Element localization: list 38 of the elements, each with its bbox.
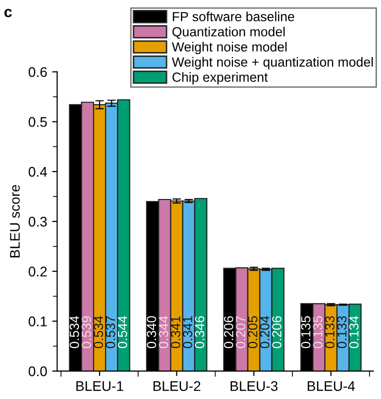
legend-label: Weight noise model [172,42,287,54]
data-label: 0.205 [248,316,258,348]
data-label: 0.340 [146,316,156,348]
legend-label: Weight noise + quantization model [172,57,373,70]
x-tick-label: BLEU-3 [230,381,278,391]
y-tick-label: 0.4 [28,166,48,177]
data-label: 0.135 [313,316,322,348]
data-label: 0.539 [82,316,92,348]
data-label: 0.206 [272,316,282,348]
data-label: 0.341 [170,316,180,348]
data-label: 0.346 [194,316,204,348]
y-axis-title: BLEU score [10,185,20,258]
legend-label: FP software baseline [172,12,294,22]
y-tick-label: 0.6 [28,67,47,77]
data-label: 0.135 [301,316,310,348]
text: c [4,8,12,18]
data-label: 0.133 [337,316,347,348]
data-label: 0.133 [325,316,334,348]
data-label: 0.134 [349,316,359,348]
data-label: 0.341 [182,316,192,348]
y-tick-label: 0.0 [28,366,47,376]
data-label: 0.534 [94,316,104,348]
x-tick-label: BLEU-4 [308,381,355,391]
y-tick-label: 0.1 [28,316,47,326]
legend-label: Chip experiment [172,72,268,84]
data-label: 0.206 [224,316,234,348]
x-tick-label: BLEU-2 [154,381,200,391]
data-label: 0.544 [118,316,128,348]
legend-label: Quantization model [172,26,285,39]
data-label: 0.537 [106,316,116,348]
data-label: 0.344 [158,316,168,348]
data-label: 0.204 [260,316,270,348]
data-label: 0.207 [236,316,246,348]
x-tick-label: BLEU-1 [76,381,124,391]
y-tick-label: 0.3 [28,216,47,227]
y-tick-label: 0.5 [28,117,47,127]
y-tick-label: 0.2 [28,266,47,276]
data-label: 0.534 [70,316,80,348]
